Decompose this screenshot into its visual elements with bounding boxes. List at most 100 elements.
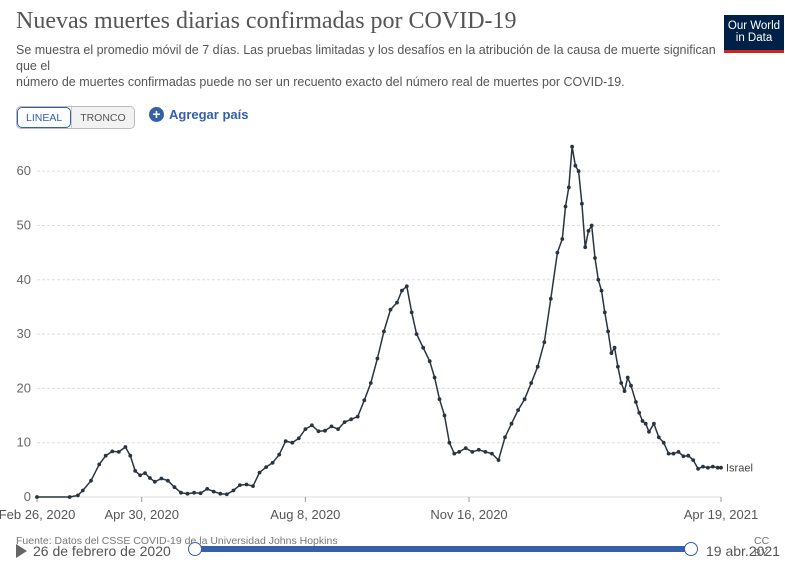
data-point xyxy=(715,465,720,470)
data-point xyxy=(706,465,710,470)
data-point xyxy=(290,440,295,445)
data-point xyxy=(283,439,288,443)
series-line-israel xyxy=(37,145,721,498)
data-point xyxy=(159,476,164,481)
data-point xyxy=(686,453,691,458)
add-country-button[interactable]: + Agregar país xyxy=(149,107,248,122)
chart-title: Nuevas muertes diarias confirmadas por C… xyxy=(16,8,517,34)
data-point xyxy=(123,445,128,449)
data-point xyxy=(652,421,656,426)
data-point xyxy=(404,284,409,289)
data-point xyxy=(476,447,481,452)
data-point xyxy=(529,381,534,385)
data-point xyxy=(542,340,547,345)
data-point xyxy=(270,460,275,465)
data-point xyxy=(116,450,121,454)
x-tick-label: Apr 19, 2021 xyxy=(684,507,758,522)
timeline-end-handle[interactable] xyxy=(684,542,698,556)
data-point xyxy=(490,451,494,456)
series-layer: Israel xyxy=(35,144,753,499)
data-point xyxy=(244,482,249,487)
data-point xyxy=(414,332,419,336)
log-scale-button[interactable]: TRONCO xyxy=(71,107,134,128)
y-tick-label: 50 xyxy=(17,217,31,232)
data-point xyxy=(257,470,262,475)
timeline-start-handle[interactable] xyxy=(188,542,202,556)
data-point xyxy=(148,476,152,480)
data-point xyxy=(629,383,633,388)
y-tick-label: 60 xyxy=(17,163,31,178)
add-country-label: Agregar país xyxy=(169,107,249,122)
data-point xyxy=(388,307,393,312)
data-point xyxy=(661,440,666,445)
logo-line-1: Our World xyxy=(727,20,781,32)
data-point xyxy=(76,493,80,498)
data-point xyxy=(616,364,620,369)
data-point xyxy=(710,464,715,469)
line-chart: 0 10 20 30 40 50 60 Feb 26, 2020 Apr 30, 2020 Au… xyxy=(0,144,758,522)
subtitle-line-2: número de muertes confirmadas puede no s… xyxy=(16,75,625,89)
data-point xyxy=(251,484,255,488)
data-point xyxy=(701,464,705,469)
data-point xyxy=(323,428,327,433)
data-point xyxy=(211,489,216,494)
data-point xyxy=(637,410,642,415)
data-point xyxy=(691,458,696,462)
data-point xyxy=(622,389,627,393)
data-point xyxy=(316,429,321,434)
linear-scale-button[interactable]: LINEAL xyxy=(17,107,72,128)
data-point xyxy=(192,490,197,495)
data-point xyxy=(452,451,457,456)
data-point xyxy=(634,400,638,404)
logo-line-2: in Data xyxy=(735,32,773,44)
data-point xyxy=(599,288,604,293)
data-point xyxy=(437,397,442,402)
play-icon[interactable] xyxy=(16,544,27,558)
data-point xyxy=(457,450,462,454)
data-point xyxy=(310,423,314,428)
data-point xyxy=(349,417,354,422)
timeline-end-label: 19 abr.2021 xyxy=(706,543,780,559)
data-point xyxy=(218,491,223,496)
license-link[interactable]: CC BY xyxy=(754,535,770,559)
data-point xyxy=(110,449,115,454)
x-tick-label: Feb 26, 2020 xyxy=(0,507,75,522)
series-label: Israel xyxy=(726,463,753,475)
data-point xyxy=(205,487,210,491)
data-point xyxy=(719,465,723,470)
data-point xyxy=(166,478,170,483)
data-point xyxy=(522,397,527,402)
data-point xyxy=(382,329,386,334)
grid-layer: 0 10 20 30 40 50 60 xyxy=(17,163,721,504)
data-point xyxy=(355,414,360,419)
data-point xyxy=(563,204,568,209)
data-point xyxy=(555,250,560,255)
x-tick-label: Apr 30, 2020 xyxy=(105,507,179,522)
data-point xyxy=(138,473,143,478)
data-point xyxy=(696,466,700,471)
owid-logo[interactable]: Our World in Data xyxy=(724,15,784,53)
data-point xyxy=(336,427,340,431)
x-tick-label: Nov 16, 2020 xyxy=(430,507,507,522)
data-point xyxy=(421,345,426,350)
data-point xyxy=(198,491,203,496)
data-point xyxy=(470,450,475,454)
data-point xyxy=(103,453,108,458)
data-point xyxy=(432,375,437,380)
data-point xyxy=(593,256,597,260)
data-point xyxy=(375,356,380,361)
data-point xyxy=(509,421,514,426)
data-point xyxy=(133,469,138,473)
scale-toggle: LINEAL TRONCO xyxy=(16,106,135,129)
data-point xyxy=(503,435,507,440)
source-note: Fuente: Datos del CSSE COVID-19 de la Un… xyxy=(16,535,338,547)
data-point xyxy=(97,462,102,467)
data-point xyxy=(442,413,447,418)
data-point xyxy=(566,185,571,190)
timeline-slider-track[interactable] xyxy=(195,546,692,552)
data-point xyxy=(224,492,229,497)
data-point xyxy=(606,329,610,334)
data-point xyxy=(342,420,347,424)
data-point xyxy=(368,381,373,385)
data-point xyxy=(179,490,183,495)
